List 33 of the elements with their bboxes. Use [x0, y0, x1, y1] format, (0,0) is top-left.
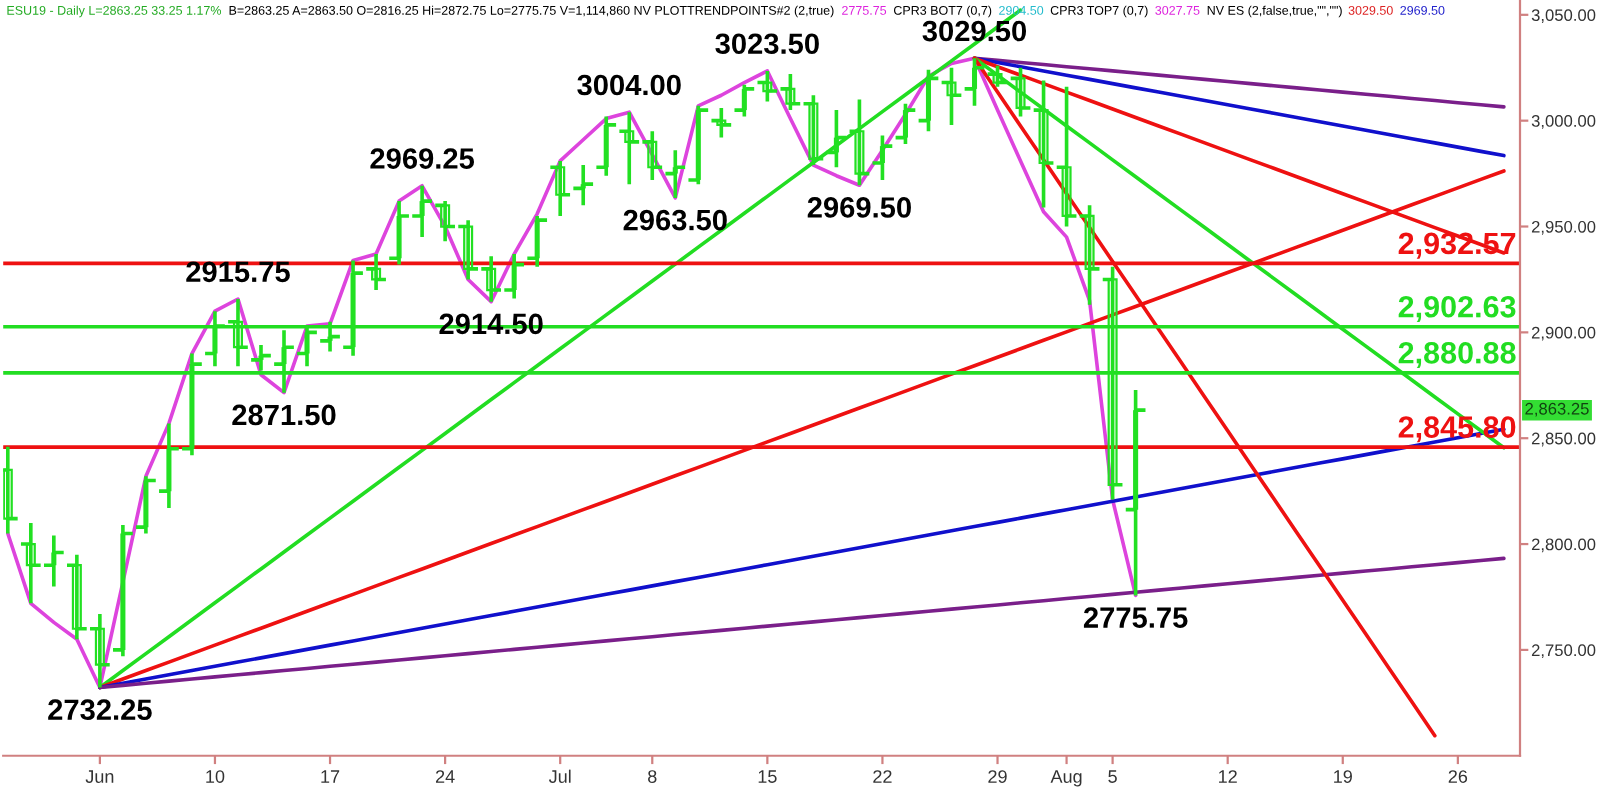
annotation: 2732.25 — [48, 699, 152, 721]
ref-line-label: 2,902.63 — [1398, 295, 1516, 323]
annotation: 3004.00 — [577, 74, 681, 96]
x-tick-label: 22 — [873, 770, 892, 783]
annotation: 2969.25 — [370, 148, 475, 169]
x-tick-label: Aug — [1050, 770, 1082, 787]
annotation: 2915.75 — [186, 261, 290, 283]
x-tick-label: 17 — [321, 770, 340, 783]
text: 2,863.25 — [1525, 402, 1589, 417]
x-tick-label: 5 — [1108, 770, 1117, 783]
y-tick-label: 3,050.00 — [1531, 9, 1596, 23]
x-tick-label: Jun — [85, 770, 114, 783]
x-tick-label: Jul — [548, 769, 571, 783]
x-tick-label: 29 — [988, 770, 1007, 783]
x-tick-label: 8 — [648, 770, 657, 783]
y-tick-label: 2,950.00 — [1531, 220, 1596, 235]
annotation: 2963.50 — [623, 209, 727, 231]
y-tick-label: 2,750.00 — [1531, 644, 1596, 659]
x-tick-label: 19 — [1334, 770, 1352, 783]
x-tick-label: 10 — [206, 770, 225, 783]
annotation: 2871.50 — [232, 404, 336, 426]
x-tick-label: 12 — [1219, 770, 1237, 783]
x-tick-label: 26 — [1448, 770, 1468, 783]
annotation: 2969.50 — [807, 197, 911, 218]
annotation: 2775.75 — [1083, 607, 1188, 628]
annotation: 3023.50 — [715, 33, 819, 55]
y-tick-label: 2,900.00 — [1531, 326, 1596, 341]
y-tick-label: 2,800.00 — [1531, 538, 1596, 553]
y-tick-label: 3,000.00 — [1531, 115, 1596, 129]
x-tick-label: 24 — [435, 770, 455, 783]
ref-line-label: 2,880.88 — [1398, 341, 1516, 369]
x-tick-label: 15 — [758, 770, 777, 783]
y-tick-label: 2,850.00 — [1531, 432, 1596, 447]
